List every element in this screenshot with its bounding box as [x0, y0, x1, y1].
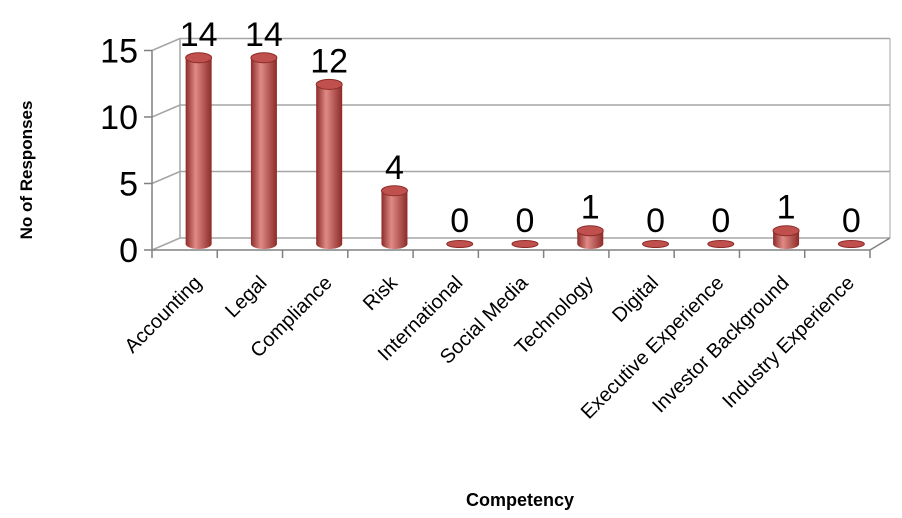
bar-top: [185, 52, 213, 64]
bar-base: [250, 239, 277, 249]
bar-zero-disc: [642, 240, 670, 248]
x-tick-label-risk: Risk: [359, 271, 403, 315]
data-label-compliance: 12: [310, 42, 348, 80]
data-label-investor-background: 1: [777, 189, 796, 227]
x-tick-label-industry-experience: Industry Experience: [718, 272, 859, 413]
bar-top: [380, 185, 408, 197]
data-label-social-media: 0: [516, 202, 535, 240]
data-label-international: 0: [450, 202, 469, 240]
bar-zero-disc: [837, 240, 865, 248]
x-axis-label: Competency: [466, 490, 574, 510]
bar-legal: [250, 52, 278, 249]
bar-base: [316, 239, 343, 249]
floor-depth-edge: [869, 237, 891, 251]
x-tick-label-digital: Digital: [608, 272, 663, 327]
bar-industry-experience: [837, 240, 865, 248]
data-label-digital: 0: [646, 202, 665, 240]
bar-top: [315, 78, 343, 90]
x-tick-label-accounting: Accounting: [121, 272, 207, 358]
y-tick-label-5: 5: [119, 166, 138, 204]
bar-base: [381, 239, 408, 249]
bar-technology: [576, 225, 604, 249]
bar-risk: [380, 185, 408, 249]
axes: [144, 49, 891, 258]
gridline-depth-15: [151, 37, 181, 52]
bar-body: [381, 190, 408, 244]
gridline-depth-0: [151, 237, 181, 251]
bar-international: [446, 240, 474, 248]
data-label-executive-experience: 0: [711, 202, 730, 240]
y-tick-label-0: 0: [119, 232, 138, 270]
data-label-technology: 1: [581, 189, 600, 227]
y-tick-label-10: 10: [100, 99, 138, 137]
gridline-depth-5: [151, 170, 181, 185]
data-label-accounting: 14: [180, 16, 218, 54]
bar-zero-disc: [707, 240, 735, 248]
bar-zero-disc: [446, 240, 474, 248]
bar-body: [250, 57, 277, 244]
bar-top: [576, 225, 604, 237]
bar-base: [577, 239, 604, 249]
y-tick-label-15: 15: [100, 33, 138, 71]
data-label-risk: 4: [385, 149, 404, 187]
bar-body: [316, 84, 343, 245]
bar-investor-background: [772, 225, 800, 249]
data-label-industry-experience: 0: [842, 202, 861, 240]
bar-executive-experience: [707, 240, 735, 248]
y-axis-label: No of Responses: [17, 101, 36, 240]
bar-zero-disc: [511, 240, 539, 248]
x-tick-label-legal: Legal: [221, 272, 271, 322]
gridline-depth-10: [151, 104, 181, 118]
gridlines: [151, 37, 891, 251]
bar-top: [250, 52, 278, 64]
data-label-legal: 14: [245, 16, 283, 54]
bar-base: [773, 239, 800, 249]
bar-body: [185, 57, 212, 244]
bar-compliance: [315, 78, 343, 249]
bar-social-media: [511, 240, 539, 248]
bar-top: [772, 225, 800, 237]
bars: [185, 52, 865, 249]
bar-accounting: [185, 52, 213, 249]
bar-digital: [642, 240, 670, 248]
bar-base: [185, 239, 212, 249]
